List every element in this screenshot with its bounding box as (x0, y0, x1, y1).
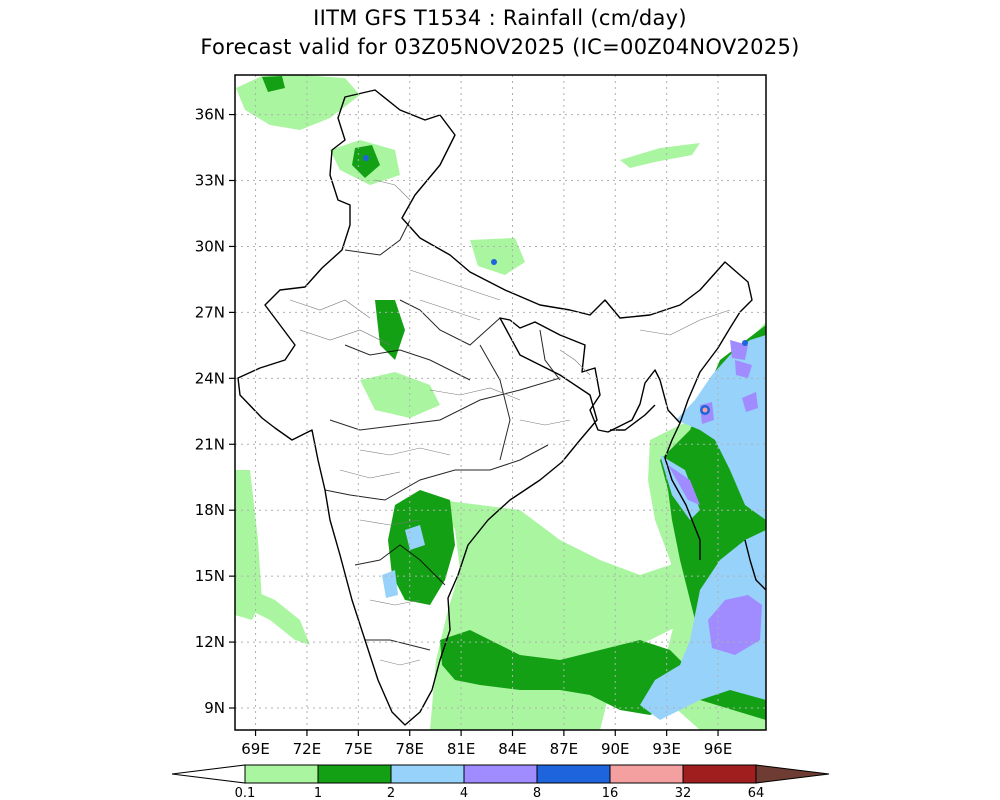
y-tick-label: 21N (195, 435, 225, 453)
colorbar-under-arrow (171, 764, 246, 784)
colorbar-swatch (536, 764, 611, 784)
x-tick-label: 87E (550, 740, 579, 758)
colorbar-swatch (317, 764, 392, 784)
x-tick-label: 72E (293, 740, 322, 758)
gridlines (235, 75, 766, 730)
x-tick-label: 93E (652, 740, 681, 758)
y-tick-label: 27N (195, 303, 225, 321)
x-tick-label: 84E (498, 740, 527, 758)
y-tick-label: 12N (195, 633, 225, 651)
rain-light-blue (382, 335, 766, 720)
x-tick-label: 69E (241, 740, 270, 758)
x-tick-label: 75E (344, 740, 373, 758)
plot-frame (234, 74, 767, 731)
colorbar-level-label: 64 (748, 786, 765, 800)
colorbar-level-label: 0.1 (235, 786, 256, 800)
y-tick-label: 15N (195, 567, 225, 585)
y-tick-label: 18N (195, 501, 225, 519)
x-tick-label: 81E (447, 740, 476, 758)
x-tick-label: 90E (601, 740, 630, 758)
chart-title: IITM GFS T1534 : Rainfall (cm/day) Forec… (0, 4, 1000, 62)
colorbar-swatch (390, 764, 465, 784)
rain-heavy (363, 155, 748, 415)
title-line-1: IITM GFS T1534 : Rainfall (cm/day) (313, 6, 687, 30)
colorbar-level-label: 16 (602, 786, 619, 800)
rain-light-green (235, 75, 766, 730)
y-tick-label: 30N (195, 237, 225, 255)
colorbar-level-label: 4 (460, 786, 468, 800)
title-line-2: Forecast valid for 03Z05NOV2025 (IC=00Z0… (200, 35, 800, 59)
colorbar-level-label: 2 (387, 786, 395, 800)
y-axis: 36N 33N 30N 27N 24N 21N 18N 15N 12N 9N (195, 106, 235, 717)
y-tick-label: 9N (204, 699, 225, 717)
colorbar-swatch (682, 764, 757, 784)
y-tick-label: 24N (195, 369, 225, 387)
x-tick-label: 78E (395, 740, 424, 758)
x-tick-label: 96E (704, 740, 733, 758)
state-boundaries (324, 219, 561, 651)
y-tick-label: 36N (195, 106, 225, 124)
colorbar-level-label: 1 (314, 786, 322, 800)
district-boundaries (289, 179, 731, 666)
colorbar-swatch (244, 764, 319, 784)
x-axis: 69E 72E 75E 78E 81E 84E 87E 90E 93E 96E (241, 730, 732, 758)
colorbar-level-label: 32 (675, 786, 692, 800)
colorbar-swatch (609, 764, 684, 784)
colorbar: 0.1 1 2 4 8 16 32 64 (171, 764, 830, 800)
colorbar-swatch (463, 764, 538, 784)
colorbar-over-arrow (755, 764, 830, 784)
colorbar-level-label: 8 (533, 786, 541, 800)
y-tick-label: 33N (195, 172, 225, 190)
